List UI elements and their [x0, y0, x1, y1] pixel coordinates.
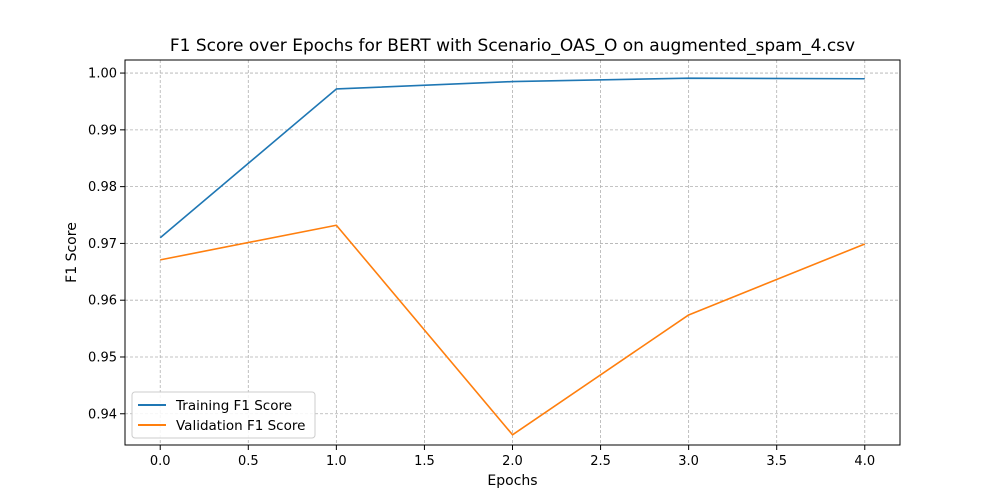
y-tick-label: 0.97: [88, 237, 117, 252]
x-tick-label: 4.0: [854, 454, 875, 469]
series-line-training: [159, 77, 865, 239]
x-tick-label: 2.5: [590, 454, 611, 469]
y-axis-label: F1 Score: [64, 222, 80, 283]
legend-box: [131, 391, 316, 439]
y-tick-label: 0.96: [88, 294, 117, 309]
y-tick-label: 0.99: [88, 123, 117, 138]
y-tick-label: 1.00: [88, 67, 117, 82]
x-axis-label: Epochs: [487, 473, 537, 489]
x-tick-label: 1.0: [326, 454, 347, 469]
y-tick-label: 0.98: [88, 180, 117, 195]
y-axis-ticks: 0.94 0.95 0.96 0.97 0.98 0.99 1.00: [88, 67, 125, 422]
legend-label-training: Training F1 Score: [175, 398, 292, 414]
x-tick-label: 3.0: [678, 454, 699, 469]
x-axis-ticks: 0.0 0.5 1.0 1.5 2.0 2.5 3.0 3.5 4.0: [150, 445, 875, 469]
x-tick-label: 1.5: [414, 454, 435, 469]
x-tick-label: 0.0: [150, 454, 171, 469]
x-tick-label: 3.5: [766, 454, 787, 469]
grid-lines: [125, 60, 900, 445]
y-tick-label: 0.95: [88, 350, 117, 365]
legend-label-validation: Validation F1 Score: [176, 418, 305, 434]
chart-title: F1 Score over Epochs for BERT with Scena…: [170, 36, 855, 56]
legend: Training F1 Score Validation F1 Score: [131, 391, 316, 439]
series-lines: [159, 77, 866, 436]
x-tick-label: 0.5: [238, 454, 259, 469]
series-line-validation: [160, 224, 866, 436]
y-tick-label: 0.94: [88, 407, 117, 422]
x-tick-label: 2.0: [502, 454, 523, 469]
